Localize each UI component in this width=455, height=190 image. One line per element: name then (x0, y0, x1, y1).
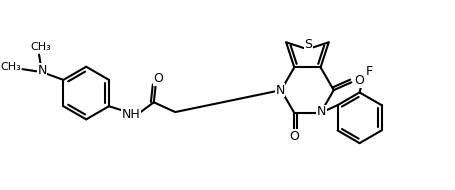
Text: CH₃: CH₃ (0, 62, 21, 72)
Text: F: F (365, 66, 372, 78)
Text: S: S (304, 38, 312, 51)
Text: NH: NH (122, 108, 141, 120)
Text: O: O (289, 130, 298, 143)
Text: N: N (37, 64, 46, 77)
Text: CH₃: CH₃ (30, 42, 51, 52)
Text: N: N (316, 105, 325, 118)
Text: O: O (153, 72, 163, 86)
Text: O: O (354, 74, 363, 87)
Text: N: N (275, 84, 284, 97)
